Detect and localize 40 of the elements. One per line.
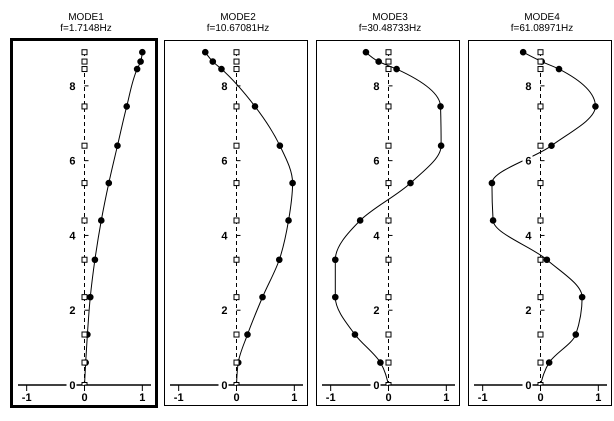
y-tick-label: 6: [221, 156, 228, 168]
y-tick-label: 4: [221, 230, 228, 242]
y-tick-label: 2: [69, 305, 76, 318]
x-tick-label: -1: [22, 392, 32, 404]
x-tick-label: -1: [478, 392, 488, 404]
y-tick-label: 8: [221, 80, 228, 93]
x-tick-label: 1: [443, 392, 450, 404]
x-tick-label: 0: [537, 392, 544, 404]
chart-title: MODE4: [523, 12, 561, 23]
x-tick-label: 1: [139, 392, 146, 404]
y-tick-label: 2: [221, 305, 228, 318]
y-tick-label: 0: [373, 380, 380, 392]
y-tick-label: 0: [525, 380, 532, 392]
y-tick-label: 0: [221, 380, 228, 392]
y-tick-label: 4: [373, 230, 380, 242]
chart-subtitle: f=1.7148Hz: [59, 23, 113, 34]
chart-subtitle: f=10.67081Hz: [206, 23, 270, 34]
y-tick-label: 2: [525, 305, 532, 318]
x-tick-label: 0: [385, 392, 392, 404]
chart-subtitle: f=30.48733Hz: [358, 23, 422, 34]
y-tick-label: 4: [525, 230, 532, 242]
y-tick-label: 8: [373, 80, 380, 93]
x-tick-label: 0: [233, 392, 240, 404]
y-tick-label: 6: [525, 156, 532, 168]
y-tick-label: 6: [373, 156, 380, 168]
chart-title: MODE3: [371, 12, 409, 23]
chart-title: MODE1: [67, 12, 105, 23]
chart-subtitle: f=61.08971Hz: [510, 23, 574, 34]
x-tick-label: 0: [81, 392, 88, 404]
y-tick-label: 0: [69, 380, 76, 392]
chart-title: MODE2: [219, 12, 257, 23]
y-tick-label: 8: [525, 80, 532, 93]
y-tick-label: 6: [69, 156, 76, 168]
y-tick-label: 8: [69, 80, 76, 93]
x-tick-label: 1: [595, 392, 602, 404]
x-tick-label: 1: [291, 392, 298, 404]
x-tick-label: -1: [174, 392, 184, 404]
x-tick-label: -1: [326, 392, 336, 404]
y-tick-label: 2: [373, 305, 380, 318]
y-tick-label: 4: [69, 230, 76, 242]
